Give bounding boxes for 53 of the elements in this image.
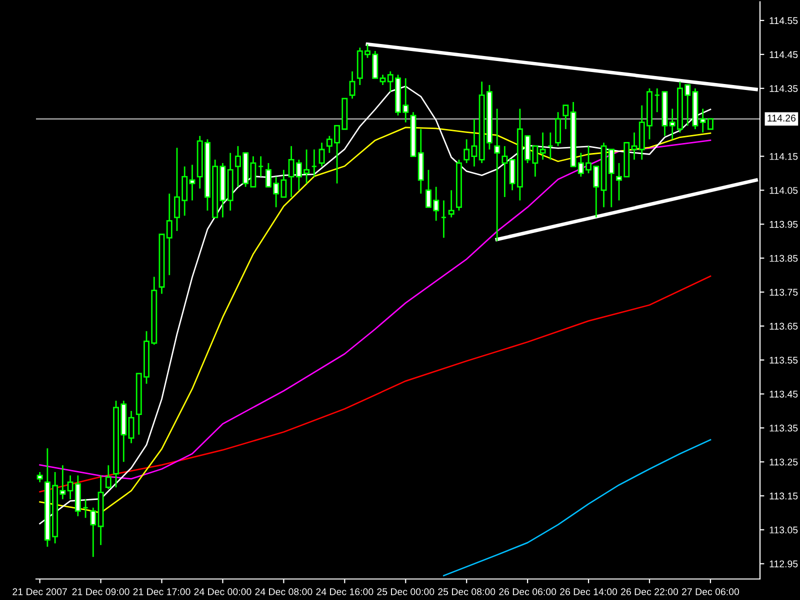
- candlestick: [258, 156, 264, 178]
- y-tick-label: 113.25: [770, 458, 798, 466]
- x-tick-label: 25 Dec 00:00: [377, 588, 434, 596]
- y-tick-label: 114.15: [770, 153, 798, 160]
- candlestick: [562, 104, 569, 130]
- candlestick: [189, 164, 196, 202]
- candlestick: [318, 142, 325, 168]
- y-tick-label: 113.75: [770, 288, 798, 296]
- candlestick: [380, 74, 386, 86]
- x-tick-label: 24 Dec 16:00: [316, 588, 374, 596]
- x-tick-label: 24 Dec 08:00: [255, 588, 312, 596]
- x-tick-label: 25 Dec 08:00: [438, 588, 496, 596]
- x-tick-label: 21 Dec 17:00: [133, 588, 190, 596]
- y-tick-label: 113.65: [770, 322, 798, 330]
- y-tick-label: 112.95: [770, 560, 798, 568]
- x-tick-label: 27 Dec 06:00: [682, 588, 739, 596]
- y-tick-label: 113.15: [770, 492, 798, 500]
- candlestick: [105, 464, 112, 490]
- y-tick-label: 113.85: [770, 254, 798, 262]
- candlestick: [555, 111, 562, 147]
- y-tick-label: 113.45: [770, 390, 798, 398]
- x-tick-label: 26 Dec 06:00: [499, 588, 556, 596]
- candlestick: [540, 132, 546, 160]
- line-series: [443, 439, 712, 576]
- line-series: [39, 275, 712, 492]
- x-tick-label: 24 Dec 00:00: [194, 588, 252, 596]
- candlestick: [440, 200, 447, 238]
- x-tick-label: 21 Dec 09:00: [72, 588, 130, 596]
- candlestick: [631, 132, 638, 160]
- candlestick: [448, 190, 454, 218]
- candlestick: [90, 507, 96, 558]
- candlestick: [311, 148, 318, 178]
- candlestick: [349, 70, 356, 100]
- y-tick-label: 113.35: [770, 424, 798, 432]
- y-tick-label: 113.55: [770, 356, 798, 364]
- y-tick-label: 114.55: [770, 17, 798, 24]
- candlestick: [502, 145, 508, 198]
- x-tick-label: 26 Dec 22:00: [621, 588, 678, 596]
- x-tick-label: 21 Dec 2007: [12, 588, 67, 596]
- x-tick-label: 26 Dec 14:00: [560, 588, 618, 596]
- candlestick: [547, 132, 554, 160]
- candlestick: [36, 471, 43, 483]
- ref-line-label: 114.26: [768, 114, 796, 122]
- candlestick: [654, 88, 660, 113]
- candlestick: [166, 192, 172, 276]
- y-tick-label: 114.45: [770, 51, 798, 58]
- y-tick-label: 114.05: [770, 186, 798, 194]
- y-tick-label: 113.95: [770, 220, 798, 228]
- candlestick: [128, 410, 134, 444]
- y-tick-label: 114.35: [770, 85, 798, 92]
- y-tick-label: 113.05: [770, 526, 798, 534]
- candlestick: [608, 148, 614, 208]
- candlestick: [82, 498, 89, 519]
